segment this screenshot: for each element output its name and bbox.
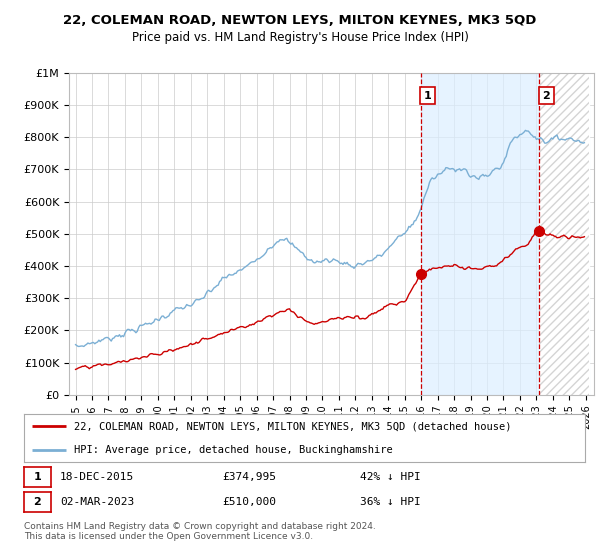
Bar <box>421 73 539 395</box>
Text: 22, COLEMAN ROAD, NEWTON LEYS, MILTON KEYNES, MK3 5QD: 22, COLEMAN ROAD, NEWTON LEYS, MILTON KE… <box>64 14 536 27</box>
Bar <box>539 73 589 395</box>
Text: £510,000: £510,000 <box>222 497 276 507</box>
Text: HPI: Average price, detached house, Buckinghamshire: HPI: Average price, detached house, Buck… <box>74 445 393 455</box>
Bar <box>539 73 589 395</box>
Text: 1: 1 <box>34 472 41 482</box>
Text: 2: 2 <box>542 91 550 101</box>
Text: 22, COLEMAN ROAD, NEWTON LEYS, MILTON KEYNES, MK3 5QD (detached house): 22, COLEMAN ROAD, NEWTON LEYS, MILTON KE… <box>74 421 512 431</box>
Text: 18-DEC-2015: 18-DEC-2015 <box>60 472 134 482</box>
Text: 1: 1 <box>424 91 431 101</box>
Text: Contains HM Land Registry data © Crown copyright and database right 2024.
This d: Contains HM Land Registry data © Crown c… <box>24 522 376 542</box>
Text: 36% ↓ HPI: 36% ↓ HPI <box>360 497 421 507</box>
Text: 02-MAR-2023: 02-MAR-2023 <box>60 497 134 507</box>
Text: 42% ↓ HPI: 42% ↓ HPI <box>360 472 421 482</box>
Text: 2: 2 <box>34 497 41 507</box>
Bar <box>539 73 589 395</box>
Text: £374,995: £374,995 <box>222 472 276 482</box>
Text: Price paid vs. HM Land Registry's House Price Index (HPI): Price paid vs. HM Land Registry's House … <box>131 31 469 44</box>
